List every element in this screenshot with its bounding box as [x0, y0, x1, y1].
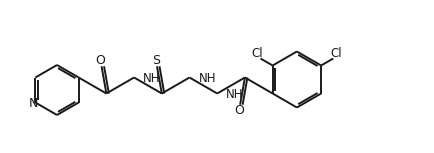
- Text: NH: NH: [226, 88, 243, 101]
- Text: S: S: [151, 54, 160, 67]
- Text: O: O: [95, 54, 105, 67]
- Text: O: O: [233, 104, 243, 117]
- Text: Cl: Cl: [251, 47, 263, 60]
- Text: NH: NH: [198, 72, 216, 85]
- Text: N: N: [29, 97, 38, 110]
- Text: Cl: Cl: [330, 47, 341, 60]
- Text: NH: NH: [143, 72, 160, 85]
